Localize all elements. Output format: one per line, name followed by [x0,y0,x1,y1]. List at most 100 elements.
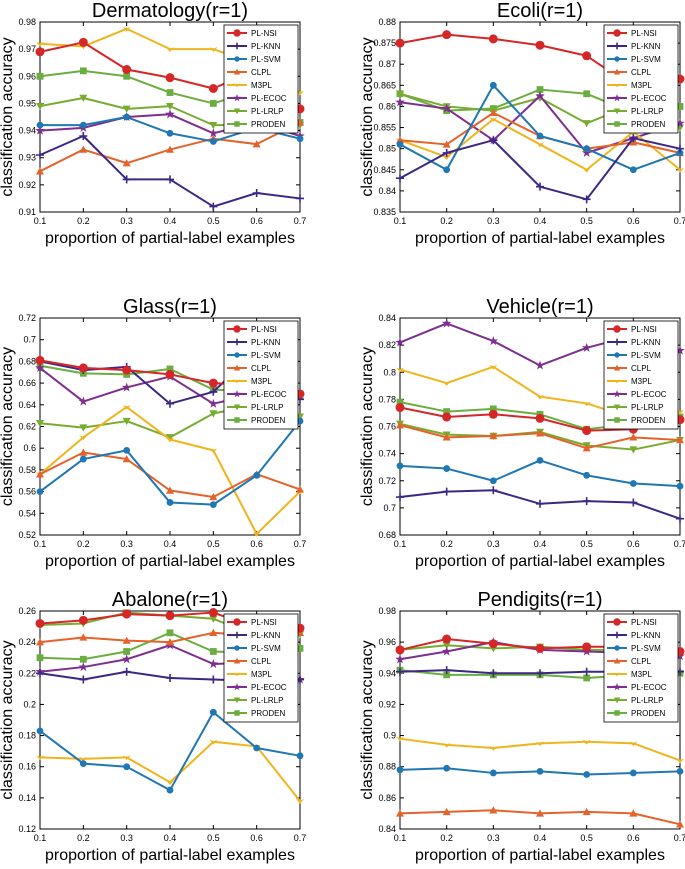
y-tick-label: 0.74 [378,449,396,459]
legend-marker [613,94,621,102]
y-tick-label: 0.6 [23,443,36,453]
y-tick-label: 0.98 [18,17,36,27]
data-point [122,667,131,676]
legend: PL-NSI PL-KNN PL-SVM CLPL M3PL PL-ECOC PL-LRLP… [223,613,299,723]
legend-marker [613,631,621,639]
data-point [35,355,45,365]
legend-marker [613,108,621,115]
legend-label: PL-KNN [631,42,661,51]
y-tick-label: 0.93 [18,153,36,163]
y-tick-label: 0.865 [373,80,396,90]
data-point [36,654,44,662]
y-tick-label: 0.2 [23,699,36,709]
data-point [536,394,544,400]
data-point [36,167,44,175]
legend-label: PL-ECOC [631,390,667,399]
y-tick-label: 0.14 [18,793,36,803]
data-point [36,72,44,80]
data-point [396,766,404,774]
data-point [296,485,304,493]
legend-marker [613,325,621,333]
data-point [79,145,88,153]
legend-label: PL-LRLP [631,107,663,116]
data-point [79,435,88,441]
chart-panel-0: Dermatology(r=1) 0.1 0.2 0.3 0.4 0.5 0.6 0.7 0.9… [0,0,306,247]
data-point [629,134,638,143]
legend-marker [233,325,241,333]
x-tick-label: 0.7 [294,539,307,549]
data-point [442,381,451,386]
legend-marker [613,68,621,75]
legend-marker [614,710,620,716]
data-point [123,446,131,454]
data-point [583,771,591,778]
chart-title: Dermatology(r=1) [92,0,248,22]
data-point [442,634,452,644]
data-point [443,408,451,415]
data-point [122,417,131,426]
data-point [166,499,174,506]
x-tick-label: 0.6 [250,216,263,226]
y-tick-label: 0.92 [18,180,36,190]
data-point [535,413,545,423]
data-point [166,102,174,111]
data-point [252,531,261,537]
data-point [395,97,405,107]
data-point [489,669,498,678]
data-point [442,487,451,496]
x-tick-label: 0.2 [77,216,90,226]
data-point [36,638,44,646]
data-point [395,654,405,664]
data-point [296,644,304,652]
legend-label: CLPL [631,68,652,77]
data-point [78,363,88,373]
x-tick-label: 0.3 [487,539,500,549]
legend-marker [233,94,241,102]
data-point [122,159,131,167]
legend-label: PL-NSI [251,618,277,627]
legend-label: PL-NSI [251,29,277,38]
legend-marker [234,645,240,651]
x-tick-label: 0.1 [394,216,407,226]
data-point [582,401,591,407]
data-point [208,378,218,388]
y-tick-label: 0.875 [373,38,396,48]
data-point [396,809,404,817]
y-tick-label: 0.84 [378,824,396,834]
legend-marker [234,710,240,716]
y-tick-label: 0.78 [378,394,396,404]
data-point [78,662,89,672]
y-tick-label: 0.82 [378,340,396,350]
data-point [209,628,218,636]
legend-marker [613,338,621,346]
data-point [122,609,132,619]
data-point [443,465,451,472]
chart-title: Ecoli(r=1) [497,0,583,22]
series-clpl [396,421,684,452]
y-tick-label: 0.94 [18,126,36,136]
x-tick-label: 0.5 [207,833,220,843]
legend-marker [233,631,241,639]
y-tick-label: 0.86 [378,793,396,803]
data-point [396,174,404,183]
data-point [36,669,44,678]
data-point [629,809,638,817]
data-point [536,809,544,817]
data-point [442,742,451,748]
data-point [165,611,175,621]
legend-marker [614,645,620,651]
legend-marker [233,42,241,50]
legend-label: PL-LRLP [251,107,283,116]
data-point [443,107,451,115]
data-point [675,345,685,355]
data-point [122,65,132,74]
data-point [166,780,174,786]
y-tick-label: 0.88 [378,17,396,27]
data-point [79,756,88,762]
x-tick-label: 0.4 [164,539,177,549]
data-point [676,103,684,110]
data-point [252,140,261,148]
x-tick-label: 0.2 [77,539,90,549]
data-point [489,486,498,495]
data-point [395,403,405,413]
